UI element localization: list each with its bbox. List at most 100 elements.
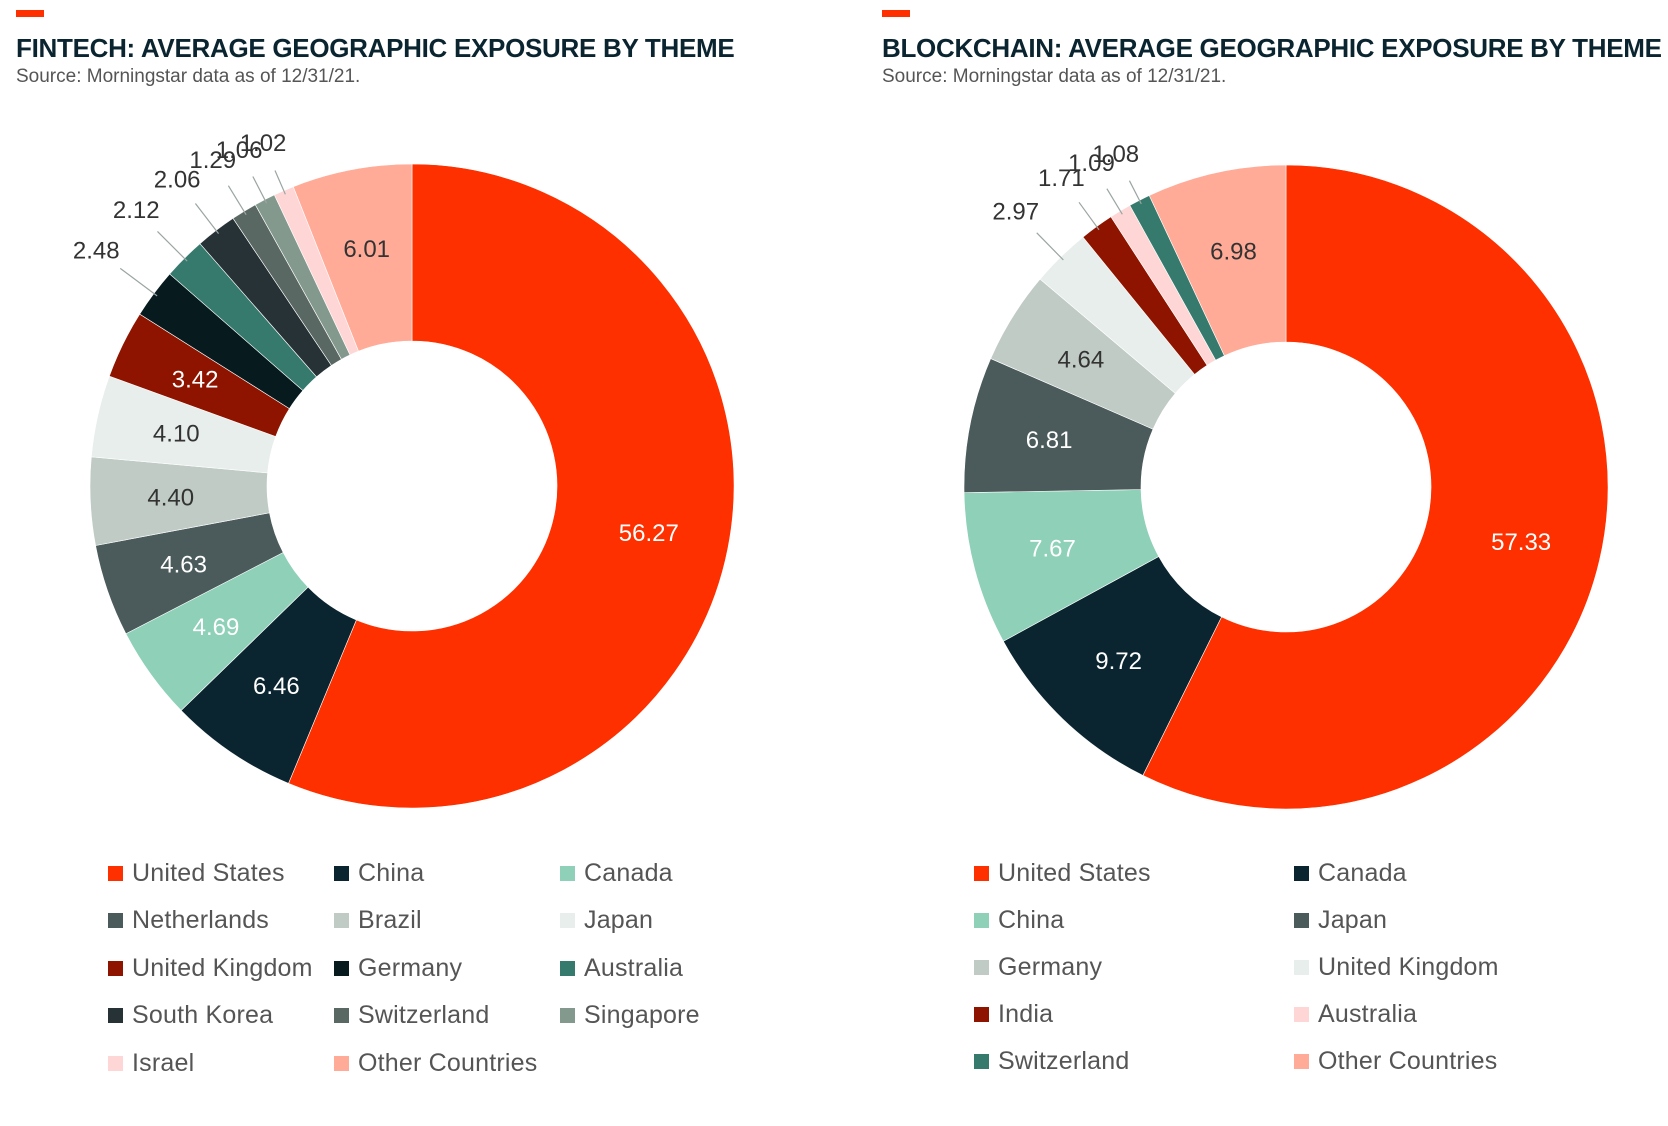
legend-label: Switzerland — [998, 1046, 1130, 1075]
legend-item-canada: Canada — [560, 858, 673, 888]
chart-source: Source: Morningstar data as of 12/31/21. — [16, 66, 361, 87]
legend-label: China — [998, 905, 1065, 934]
legend-swatch — [560, 960, 575, 976]
fintech-chart-panel: FINTECH: AVERAGE GEOGRAPHIC EXPOSURE BY … — [16, 10, 808, 1098]
slice-label-china: 6.46 — [253, 673, 300, 700]
slice-united-states — [1142, 164, 1609, 810]
legend-swatch — [1294, 912, 1309, 928]
legend-item-switzerland: Switzerland — [974, 1046, 1129, 1076]
slice-label-other-countries: 6.98 — [1210, 238, 1257, 265]
legend-item-israel: Israel — [108, 1048, 194, 1078]
slice-united-states — [288, 163, 735, 809]
slice-label-japan: 6.81 — [1026, 427, 1073, 454]
legend-label: United Kingdom — [132, 953, 313, 982]
legend-swatch — [108, 913, 123, 928]
blockchain-chart-panel: BLOCKCHAIN: AVERAGE GEOGRAPHIC EXPOSURE … — [866, 0, 1668, 1126]
leader-line-germany — [119, 267, 158, 297]
legend-swatch — [560, 913, 575, 928]
legend-label: Germany — [358, 953, 463, 982]
legend-item-united-states: United States — [108, 858, 285, 888]
chart-source: Source: Morningstar data as of 12/31/21. — [882, 66, 1227, 87]
legend-swatch — [334, 913, 349, 928]
legend-label: Australia — [1318, 999, 1418, 1028]
leader-line-south-korea — [194, 203, 220, 234]
fintech-legend: United States China Canada Netherlands Brazi… — [108, 858, 808, 1098]
legend-label: Japan — [584, 906, 654, 934]
slice-label-other-countries: 6.01 — [343, 236, 390, 263]
legend-item-china: China — [974, 905, 1064, 935]
legend-label: South Korea — [132, 1001, 274, 1029]
legend-item-china: China — [334, 858, 424, 888]
legend-label: Singapore — [584, 1001, 700, 1029]
chart-title: BLOCKCHAIN: AVERAGE GEOGRAPHIC EXPOSURE … — [882, 33, 1662, 63]
leader-line-switzerland — [227, 185, 247, 216]
legend-item-other-countries: Other Countries — [1294, 1046, 1497, 1076]
blockchain-legend: United States Canada China Japan Germany Unit… — [974, 858, 1668, 1098]
slice-label-israel: 1.02 — [240, 130, 287, 157]
legend-label: Netherlands — [132, 906, 270, 934]
legend-item-australia: Australia — [560, 953, 683, 983]
slice-canada — [1002, 556, 1222, 776]
legend-label: Israel — [132, 1048, 195, 1077]
slice-label-australia: 2.12 — [113, 197, 160, 224]
title-accent-bar — [16, 10, 44, 17]
legend-swatch — [108, 1008, 123, 1023]
chart-title: FINTECH: AVERAGE GEOGRAPHIC EXPOSURE BY … — [16, 33, 735, 63]
legend-label: Other Countries — [358, 1048, 538, 1077]
slice-label-switzerland: 1.08 — [1092, 141, 1139, 168]
legend-label: United States — [998, 858, 1151, 887]
slice-other-countries — [292, 163, 413, 352]
legend-label: Canada — [584, 858, 673, 887]
legend-swatch — [560, 1008, 575, 1023]
legend-label: Germany — [998, 952, 1103, 981]
fintech-donut-chart: 56.27 6.46 4.69 4.63 4.40 4.10 3.42 2.48 2.12 2.0… — [73, 130, 735, 809]
legend-item-united-states: United States — [974, 858, 1151, 888]
legend-label: Brazil — [358, 906, 422, 934]
legend-item-united-kingdom: United Kingdom — [108, 953, 313, 983]
legend-item-germany: Germany — [334, 953, 462, 983]
slice-label-switzerland: 1.29 — [189, 147, 236, 174]
slice-label-canada: 4.69 — [193, 614, 240, 641]
legend-swatch — [334, 1055, 349, 1071]
leader-line-india — [1078, 201, 1100, 231]
legend-swatch — [108, 865, 123, 881]
leader-line-united-kingdom — [1036, 232, 1064, 261]
legend-item-japan: Japan — [1294, 905, 1387, 935]
slice-label-canada: 9.72 — [1095, 648, 1142, 675]
legend-swatch — [334, 865, 349, 881]
slice-label-united-states: 57.33 — [1491, 529, 1551, 556]
legend-swatch — [974, 1006, 989, 1022]
leader-line-israel — [274, 170, 286, 195]
legend-item-other-countries: Other Countries — [334, 1048, 537, 1078]
legend-swatch — [974, 865, 989, 881]
legend-label: Canada — [1318, 858, 1407, 887]
legend-label: India — [998, 999, 1054, 1028]
legend-label: Other Countries — [1318, 1046, 1498, 1075]
slice-label-south-korea: 2.06 — [154, 167, 201, 194]
slice-label-united-kingdom: 3.42 — [172, 367, 219, 394]
legend-swatch — [1294, 865, 1309, 881]
legend-label: Japan — [1318, 905, 1388, 934]
slice-label-united-states: 56.27 — [619, 520, 679, 547]
legend-label: Switzerland — [358, 1001, 490, 1029]
legend-label: United Kingdom — [1318, 952, 1499, 981]
leader-line-australia — [1106, 188, 1123, 215]
legend-swatch — [974, 1053, 989, 1069]
legend-swatch — [974, 959, 989, 975]
legend-swatch — [108, 1055, 123, 1071]
legend-label: China — [358, 858, 425, 887]
legend-swatch — [560, 865, 575, 881]
slice-label-singapore: 1.06 — [216, 137, 263, 164]
legend-label: Australia — [584, 953, 684, 982]
legend-label: United States — [132, 858, 285, 887]
slice-label-united-kingdom: 2.97 — [992, 198, 1039, 225]
legend-swatch — [1294, 959, 1309, 975]
legend-item-brazil: Brazil — [334, 906, 422, 936]
slice-label-brazil: 4.40 — [147, 484, 194, 511]
leader-line-switzerland — [1128, 180, 1142, 205]
leader-line-singapore — [252, 176, 268, 204]
legend-item-south-korea: South Korea — [108, 1001, 273, 1031]
blockchain-donut-chart: 57.33 9.72 7.67 6.81 4.64 2.97 1.711.091.08 6.9… — [963, 141, 1609, 810]
legend-swatch — [1294, 1053, 1309, 1069]
slice-label-netherlands: 4.63 — [160, 552, 207, 579]
